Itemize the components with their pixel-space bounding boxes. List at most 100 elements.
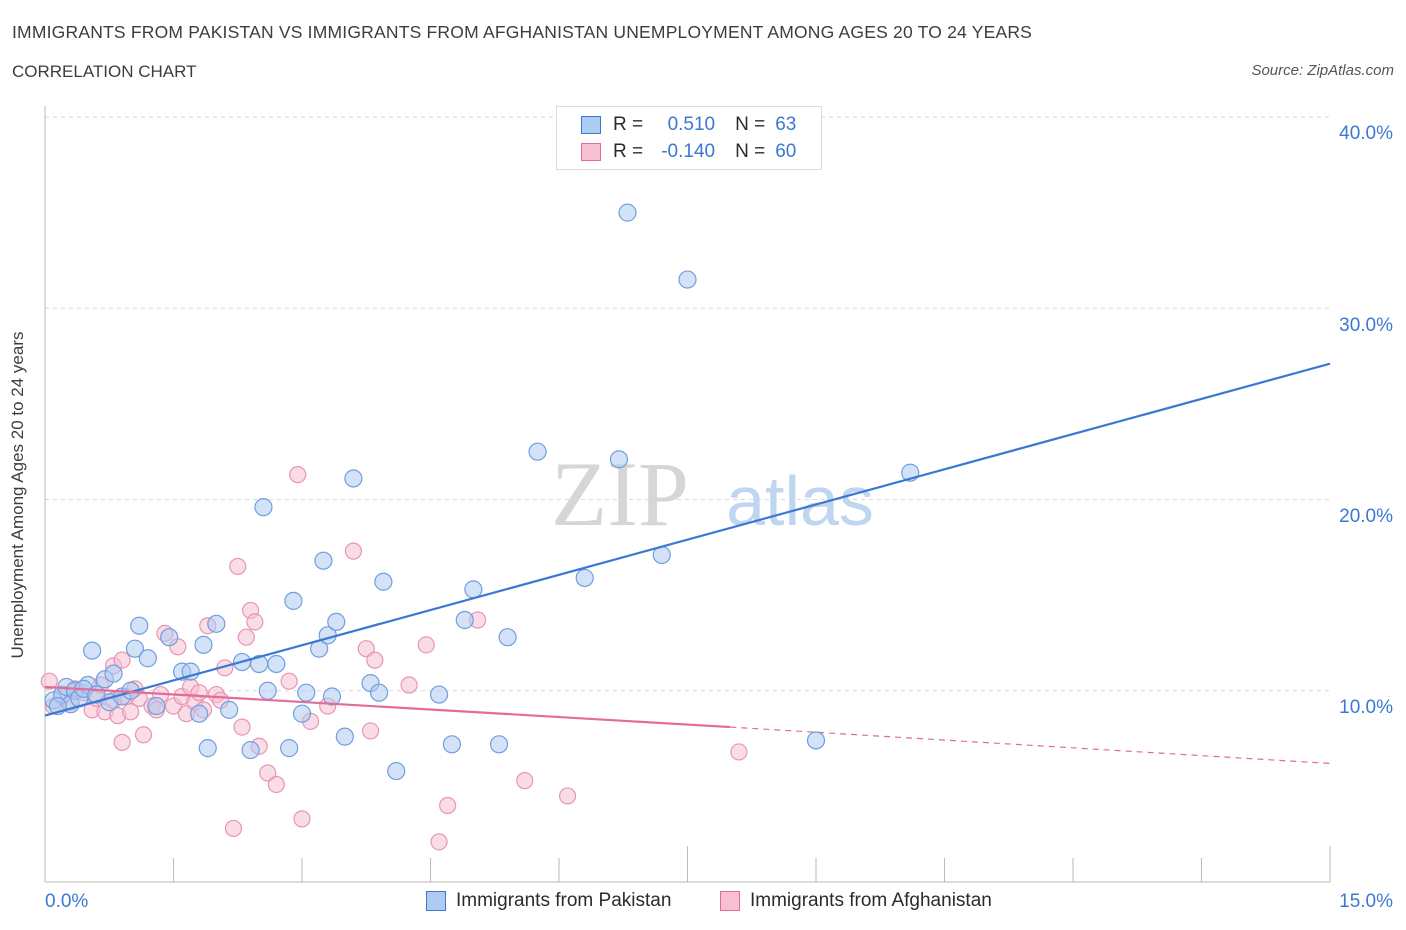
pakistan-point xyxy=(258,681,277,700)
afghanistan-trend-line xyxy=(44,685,731,729)
afghanistan-point xyxy=(246,613,264,631)
pakistan-point xyxy=(138,649,157,668)
afghanistan-point xyxy=(267,775,285,794)
legend-r-label: R = xyxy=(613,114,644,135)
legend-r-value: -0.140 xyxy=(661,141,716,162)
legend-item-pakistan[interactable]: Immigrants from Pakistan xyxy=(426,890,671,912)
pakistan-point xyxy=(207,614,226,633)
pakistan-point xyxy=(806,731,826,750)
afghanistan-point xyxy=(190,684,208,702)
y-tick-10: 10.0% xyxy=(1339,697,1393,718)
afghanistan-point xyxy=(439,796,457,815)
pakistan-point xyxy=(104,664,123,683)
afghanistan-point xyxy=(293,810,311,828)
afghanistan-point xyxy=(233,718,251,736)
pakistan-point xyxy=(322,687,342,706)
afghanistan-point xyxy=(113,651,131,669)
afghanistan-point xyxy=(259,764,277,782)
chart-title: IMMIGRANTS FROM PAKISTAN VS IMMIGRANTS F… xyxy=(12,22,1033,42)
gridlines xyxy=(45,116,1330,692)
pakistan-point xyxy=(344,469,363,488)
legend-swatch-pakistan xyxy=(581,116,601,134)
pakistan-point xyxy=(83,641,102,660)
watermark-atlas: atlas xyxy=(726,462,874,540)
pakistan-point xyxy=(618,203,637,222)
pakistan-point xyxy=(455,610,474,630)
pakistan-point xyxy=(387,761,406,781)
source-label: Source: ZipAtlas.com xyxy=(1251,62,1394,79)
legend-row-pakistan: R = 0.510 N = 63 xyxy=(581,113,796,137)
afghanistan-point xyxy=(289,466,307,484)
afghanistan-point xyxy=(730,743,748,761)
pakistan-point xyxy=(327,612,346,632)
legend-row-afghanistan: R = -0.140 N = 60 xyxy=(581,140,796,164)
pakistan-point xyxy=(314,551,333,570)
pakistan-point xyxy=(125,639,145,658)
legend-n-value: 60 xyxy=(775,141,797,162)
pakistan-point xyxy=(335,727,354,746)
pakistan-point xyxy=(267,654,286,674)
axes xyxy=(44,106,1331,883)
pakistan-points xyxy=(44,203,920,781)
afghanistan-point xyxy=(516,772,534,790)
pakistan-point xyxy=(464,580,483,599)
afghanistan-point xyxy=(40,672,58,690)
pakistan-point xyxy=(220,700,239,719)
pakistan-point xyxy=(678,270,697,289)
legend-swatch-afghanistan xyxy=(720,891,740,911)
x-tick-max: 15.0% xyxy=(1339,891,1393,912)
pakistan-point xyxy=(160,628,179,647)
afghanistan-point xyxy=(122,703,140,721)
afghanistan-point xyxy=(229,557,247,576)
pakistan-trend-line xyxy=(44,362,1331,717)
pakistan-point xyxy=(284,591,303,610)
afghanistan-point xyxy=(366,651,384,669)
afghanistan-point xyxy=(134,726,153,744)
afghanistan-point xyxy=(558,787,577,805)
afghanistan-point xyxy=(237,628,255,646)
afghanistan-point xyxy=(280,672,298,690)
legend-r-value: 0.510 xyxy=(667,114,716,135)
y-tick-40: 40.0% xyxy=(1339,123,1393,144)
pakistan-point xyxy=(130,616,149,635)
legend-label-afghanistan: Immigrants from Afghanistan xyxy=(750,890,992,911)
pakistan-point xyxy=(147,696,166,716)
afghanistan-point xyxy=(430,833,448,851)
pakistan-point xyxy=(370,683,389,702)
afghanistan-point xyxy=(400,676,418,694)
pakistan-point xyxy=(241,740,260,760)
afghanistan-point xyxy=(344,542,362,560)
series-legend: Immigrants from Pakistan Immigrants from… xyxy=(0,890,1406,916)
afghanistan-point xyxy=(361,722,380,740)
afghanistan-point xyxy=(357,640,375,658)
chart-subtitle: CORRELATION CHART xyxy=(12,62,197,81)
pakistan-point xyxy=(292,704,312,723)
legend-swatch-afghanistan xyxy=(581,143,601,161)
pakistan-point xyxy=(280,739,299,758)
pakistan-point xyxy=(575,568,594,588)
legend-r-label: R = xyxy=(613,141,644,162)
legend-item-afghanistan[interactable]: Immigrants from Afghanistan xyxy=(720,890,992,912)
pakistan-point xyxy=(498,628,517,647)
trend-lines xyxy=(44,362,1331,765)
pakistan-point xyxy=(374,572,393,591)
pakistan-point xyxy=(489,735,509,754)
pakistan-point xyxy=(442,735,462,754)
watermark: ZIP atlas xyxy=(551,443,874,545)
pakistan-point xyxy=(528,442,547,461)
afghanistan-point xyxy=(417,636,435,654)
pakistan-point xyxy=(297,683,316,702)
afghanistan-point xyxy=(224,819,243,838)
legend-n-label: N = xyxy=(735,141,766,162)
pakistan-point xyxy=(254,498,273,517)
afghanistan-point xyxy=(113,733,131,751)
legend-n-label: N = xyxy=(735,114,766,135)
afghanistan-trend-extension xyxy=(730,726,1331,765)
x-tick-min: 0.0% xyxy=(45,891,89,912)
y-tick-20: 20.0% xyxy=(1339,506,1393,527)
pakistan-point xyxy=(190,704,209,723)
legend-n-value: 63 xyxy=(775,114,797,135)
legend-swatch-pakistan xyxy=(426,891,446,911)
pakistan-point xyxy=(609,450,629,469)
